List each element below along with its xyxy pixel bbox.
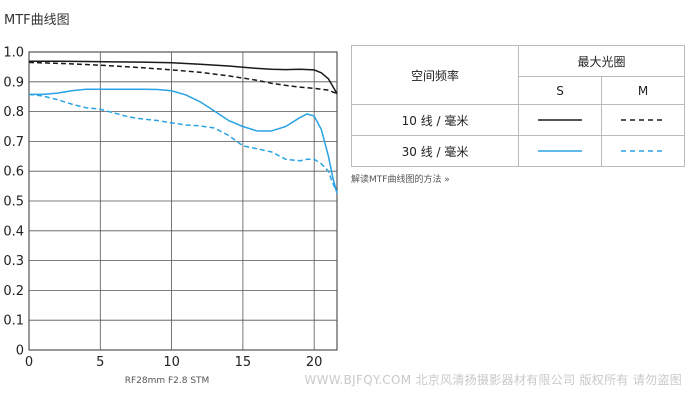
swatch-30-m (601, 135, 685, 167)
y-tick-label: 0 (16, 344, 24, 359)
explain-mtf-link[interactable]: 解读MTF曲线图的方法 » (351, 175, 450, 185)
y-tick-label: 0.9 (3, 75, 24, 90)
row-10lpmm-label: 10 线 / 毫米 (351, 104, 519, 136)
series-line-1 (28, 61, 338, 95)
x-axis-label: RF28mm F2.8 STM (125, 376, 210, 386)
row-30lpmm-label: 30 线 / 毫米 (351, 135, 519, 167)
mtf-chart: 0 0.1 0.2 0.3 0.4 0.5 0.6 0.7 0.8 0.9 1.0 0 5 10 15 20 R… (3, 46, 338, 386)
watermark-text: WWW.BJFQY.COM 北京风清扬摄影器材有限公司 版权所有 请勿盗图 (304, 373, 682, 387)
y-tick-label: 0.8 (3, 105, 24, 120)
meridional-header: M (601, 76, 685, 105)
x-tick-label: 5 (96, 355, 104, 370)
y-tick-label: 0.3 (3, 254, 24, 269)
y-tick-label: 0.7 (3, 135, 24, 150)
x-tick-label: 15 (235, 355, 252, 370)
spatial-frequency-header: 空间频率 (351, 45, 519, 105)
swatch-30-s (518, 135, 602, 167)
series-line-3 (28, 93, 338, 193)
swatch-10-s (518, 104, 602, 136)
x-tick-label: 10 (163, 355, 180, 370)
y-tick-label: 1.0 (3, 46, 24, 61)
y-tick-label: 0.2 (3, 284, 24, 299)
sagittal-header: S (518, 76, 602, 105)
max-aperture-header: 最大光圈 (518, 45, 685, 77)
legend-table: 空间频率 最大光圈 S M 10 线 / 毫米 30 线 / 毫米 (351, 45, 685, 167)
series-line-2 (29, 88, 338, 194)
x-tick-label: 20 (306, 355, 323, 370)
series-line-0 (29, 60, 338, 95)
y-tick-label: 0.5 (3, 195, 24, 210)
y-tick-label: 0.1 (3, 314, 24, 329)
swatch-10-m (601, 104, 685, 136)
page-title: MTF曲线图 (4, 13, 70, 28)
x-tick-label: 0 (25, 355, 33, 370)
y-tick-label: 0.4 (3, 224, 24, 239)
y-tick-label: 0.6 (3, 165, 24, 180)
